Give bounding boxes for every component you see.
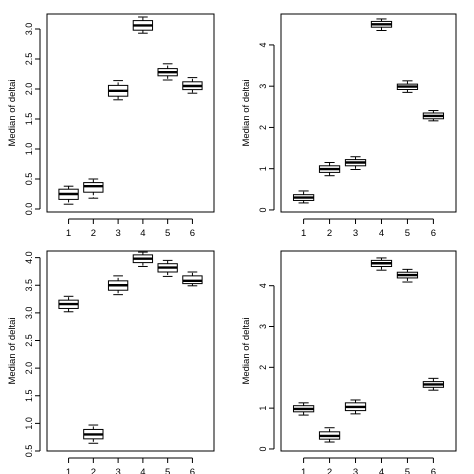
y-tick-label: 3.0 <box>24 307 34 320</box>
x-tick-label: 3 <box>115 228 120 239</box>
y-tick-label: 3.5 <box>24 279 34 292</box>
y-tick-label: 3 <box>258 324 268 329</box>
y-tick-label: 0 <box>258 207 268 212</box>
box-3 <box>344 399 367 415</box>
x-tick-label: 3 <box>353 228 358 239</box>
y-tick-label: 0.5 <box>24 445 34 458</box>
plot-frame <box>280 250 457 452</box>
y-axis-label: Median of deltai <box>241 79 252 146</box>
y-tick-label: 4 <box>258 42 268 47</box>
x-tick-label: 2 <box>327 228 332 239</box>
box-5 <box>157 63 178 81</box>
y-tick-label: 4.0 <box>24 251 34 264</box>
x-tick-label: 4 <box>379 467 384 474</box>
x-tick-label: 1 <box>66 467 71 474</box>
y-tick-label: 3 <box>258 84 268 89</box>
y-tick-label: 2 <box>258 365 268 370</box>
y-tick-label: 3.0 <box>24 23 34 36</box>
box-2 <box>83 424 104 444</box>
x-tick-label: 6 <box>431 467 436 474</box>
x-tick-label: 3 <box>115 467 120 474</box>
chart-panel-2: 0 1 2 3 4 Median of deltai 1 2 3 4 5 6 <box>241 13 457 239</box>
plot-frame <box>46 13 215 213</box>
box-1 <box>58 185 79 205</box>
box-6 <box>182 77 203 94</box>
x-tick-label: 4 <box>140 228 145 239</box>
x-tick-label: 6 <box>190 228 195 239</box>
x-tick-label: 1 <box>66 228 71 239</box>
box-4 <box>370 18 393 31</box>
y-tick-label: 1 <box>258 166 268 171</box>
x-tick-label: 6 <box>190 467 195 474</box>
box-5 <box>396 268 419 283</box>
box-1 <box>292 190 315 204</box>
chart-panel-3: 0.5 1.0 1.5 2.0 2.5 3.0 3.5 4.0 Median of deltai… <box>7 250 215 474</box>
box-4 <box>132 251 154 267</box>
box-body <box>83 182 104 193</box>
x-tick-label: 1 <box>301 228 306 239</box>
y-tick-label: 2 <box>258 125 268 130</box>
y-tick-label: 2.5 <box>24 53 34 66</box>
x-tick-label: 5 <box>405 228 410 239</box>
box-5 <box>157 259 178 277</box>
y-tick-label: 0 <box>258 446 268 451</box>
x-tick-label: 4 <box>379 228 384 239</box>
x-tick-label: 1 <box>301 467 306 474</box>
box-6 <box>182 271 203 287</box>
box-3 <box>107 80 129 101</box>
x-tick-label: 2 <box>327 467 332 474</box>
y-tick-label: 1.5 <box>24 113 34 126</box>
box-1 <box>58 295 79 313</box>
x-tick-label: 4 <box>140 467 145 474</box>
chart-panel-4: 0 1 2 3 4 Median of deltai 1 2 3 4 5 6 <box>241 250 457 474</box>
y-axis-label: Median of deltai <box>7 79 18 146</box>
y-tick-label: 0.0 <box>24 203 34 216</box>
box-2 <box>83 178 104 199</box>
y-tick-label: 1.0 <box>24 417 34 430</box>
x-tick-label: 5 <box>165 228 170 239</box>
y-tick-label: 4 <box>258 283 268 288</box>
y-tick-label: 1 <box>258 406 268 411</box>
x-tick-label: 6 <box>431 228 436 239</box>
y-tick-label: 0.5 <box>24 173 34 186</box>
box-3 <box>107 275 129 296</box>
y-tick-label: 2.5 <box>24 334 34 347</box>
box-6 <box>422 377 445 391</box>
y-axis-label: Median of deltai <box>241 317 252 384</box>
y-tick-label: 1.5 <box>24 389 34 402</box>
x-tick-label: 5 <box>165 467 170 474</box>
y-tick-label: 2.0 <box>24 83 34 96</box>
box-6 <box>422 110 445 122</box>
x-tick-label: 3 <box>353 467 358 474</box>
plot-frame <box>46 250 215 452</box>
box-4 <box>132 16 154 34</box>
box-2 <box>318 427 341 443</box>
y-tick-label: 1.0 <box>24 143 34 156</box>
plot-frame <box>280 13 457 213</box>
x-tick-label: 2 <box>91 467 96 474</box>
y-tick-label: 2.0 <box>24 362 34 375</box>
box-5 <box>396 80 419 93</box>
y-axis-label: Median of deltai <box>7 317 18 384</box>
chart-panel-1: 0.0 0.5 1.0 1.5 2.0 2.5 3.0 Median of deltai 1 2 3… <box>7 13 215 239</box>
box-1 <box>292 402 315 416</box>
box-4 <box>370 257 393 271</box>
box-3 <box>344 156 367 171</box>
x-tick-label: 2 <box>91 228 96 239</box>
x-tick-label: 5 <box>405 467 410 474</box>
box-2 <box>318 162 341 177</box>
